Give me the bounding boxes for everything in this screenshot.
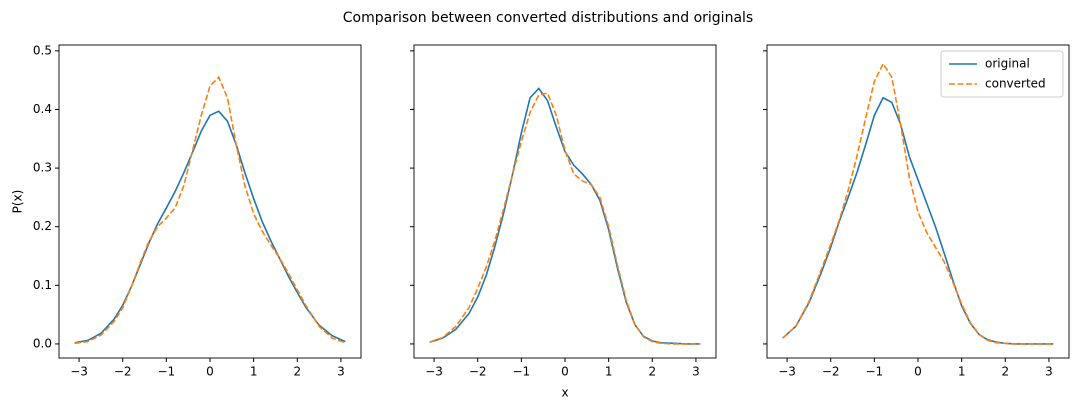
x-tick-label: −2: [822, 365, 840, 379]
legend-box: [940, 50, 1064, 98]
x-tick-label: 0: [206, 365, 214, 379]
x-tick-label: 2: [648, 365, 656, 379]
x-tick-label: −3: [425, 365, 443, 379]
x-tick-label: 2: [293, 365, 301, 379]
legend: original converted: [940, 50, 1064, 98]
x-tick-label: −3: [70, 365, 88, 379]
x-tick-label: 0: [561, 365, 569, 379]
axes-frame: [58, 44, 362, 359]
legend-label: converted: [985, 77, 1046, 91]
series-line: [782, 96, 1054, 345]
x-tick-label: −1: [866, 365, 884, 379]
series-line: [74, 75, 346, 345]
y-tick-label: 0.1: [33, 278, 52, 292]
series-line: [74, 110, 346, 344]
x-axis-label: x: [561, 386, 568, 400]
axes-frame: [413, 44, 717, 359]
x-tick-label: 3: [337, 365, 345, 379]
y-tick-label: 0.2: [33, 219, 52, 233]
x-tick-label: 1: [605, 365, 613, 379]
subplot: −3 −2 −1 0 1 2 3 0.0 0.1 0.2 0.3 0.4 0.5 P(x): [11, 43, 362, 379]
series-line: [429, 92, 701, 345]
x-tick-label: −2: [469, 365, 487, 379]
y-tick-label: 0.0: [33, 336, 52, 350]
y-tick-label: 0.4: [33, 102, 52, 116]
y-tick-label: 0.5: [33, 43, 52, 57]
subplot: −3 −2 −1 0 1 2 3 x: [410, 44, 717, 400]
x-tick-label: −3: [778, 365, 796, 379]
x-tick-label: 3: [692, 365, 700, 379]
x-tick-label: 1: [958, 365, 966, 379]
x-tick-label: −1: [158, 365, 176, 379]
x-tick-label: −2: [114, 365, 132, 379]
x-tick-label: 0: [914, 365, 922, 379]
x-tick-label: −1: [513, 365, 531, 379]
figure-title: Comparison between converted distributio…: [343, 10, 753, 26]
legend-label: original: [985, 57, 1030, 71]
y-tick-label: 0.3: [33, 161, 52, 175]
y-axis-label: P(x): [11, 190, 25, 214]
subplot: −3 −2 −1 0 1 2 3 original converted: [763, 44, 1070, 379]
x-tick-label: 1: [250, 365, 258, 379]
x-tick-label: 3: [1045, 365, 1053, 379]
series-line: [782, 62, 1054, 345]
x-tick-label: 2: [1001, 365, 1009, 379]
